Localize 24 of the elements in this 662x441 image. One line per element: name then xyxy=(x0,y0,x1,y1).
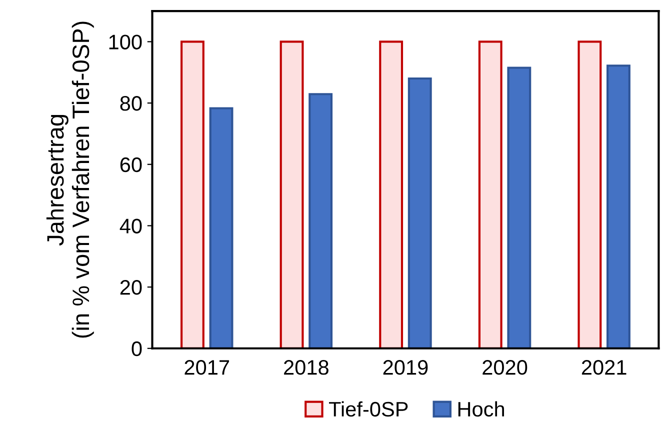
legend-label: Hoch xyxy=(458,401,504,417)
y-tick-label: 40 xyxy=(120,218,142,234)
x-tick-label: 2020 xyxy=(482,360,528,375)
x-tick-label: 2019 xyxy=(383,360,428,375)
y-tick-label: 20 xyxy=(120,280,142,295)
x-tick-label: 2017 xyxy=(184,360,230,375)
y-axis-title: Jahresertrag (in % vom Verfahren Tief-0SP) xyxy=(46,22,94,338)
bar xyxy=(478,40,502,348)
y-tick-label: 0 xyxy=(132,341,142,356)
bar xyxy=(280,40,304,348)
bar xyxy=(379,40,404,348)
y-tick-label: 100 xyxy=(109,34,142,50)
bar xyxy=(308,93,333,348)
bar xyxy=(507,66,532,348)
bar xyxy=(578,40,602,348)
x-tick-label: 2018 xyxy=(284,360,328,375)
y-tick-label: 80 xyxy=(120,96,142,111)
legend-label: Tief-0SP xyxy=(328,401,408,417)
x-tick-label: 2021 xyxy=(582,360,626,375)
bar xyxy=(606,64,630,348)
bar xyxy=(209,107,234,348)
bar xyxy=(408,77,432,348)
y-tick-label: 60 xyxy=(120,157,142,172)
bar xyxy=(180,40,204,348)
